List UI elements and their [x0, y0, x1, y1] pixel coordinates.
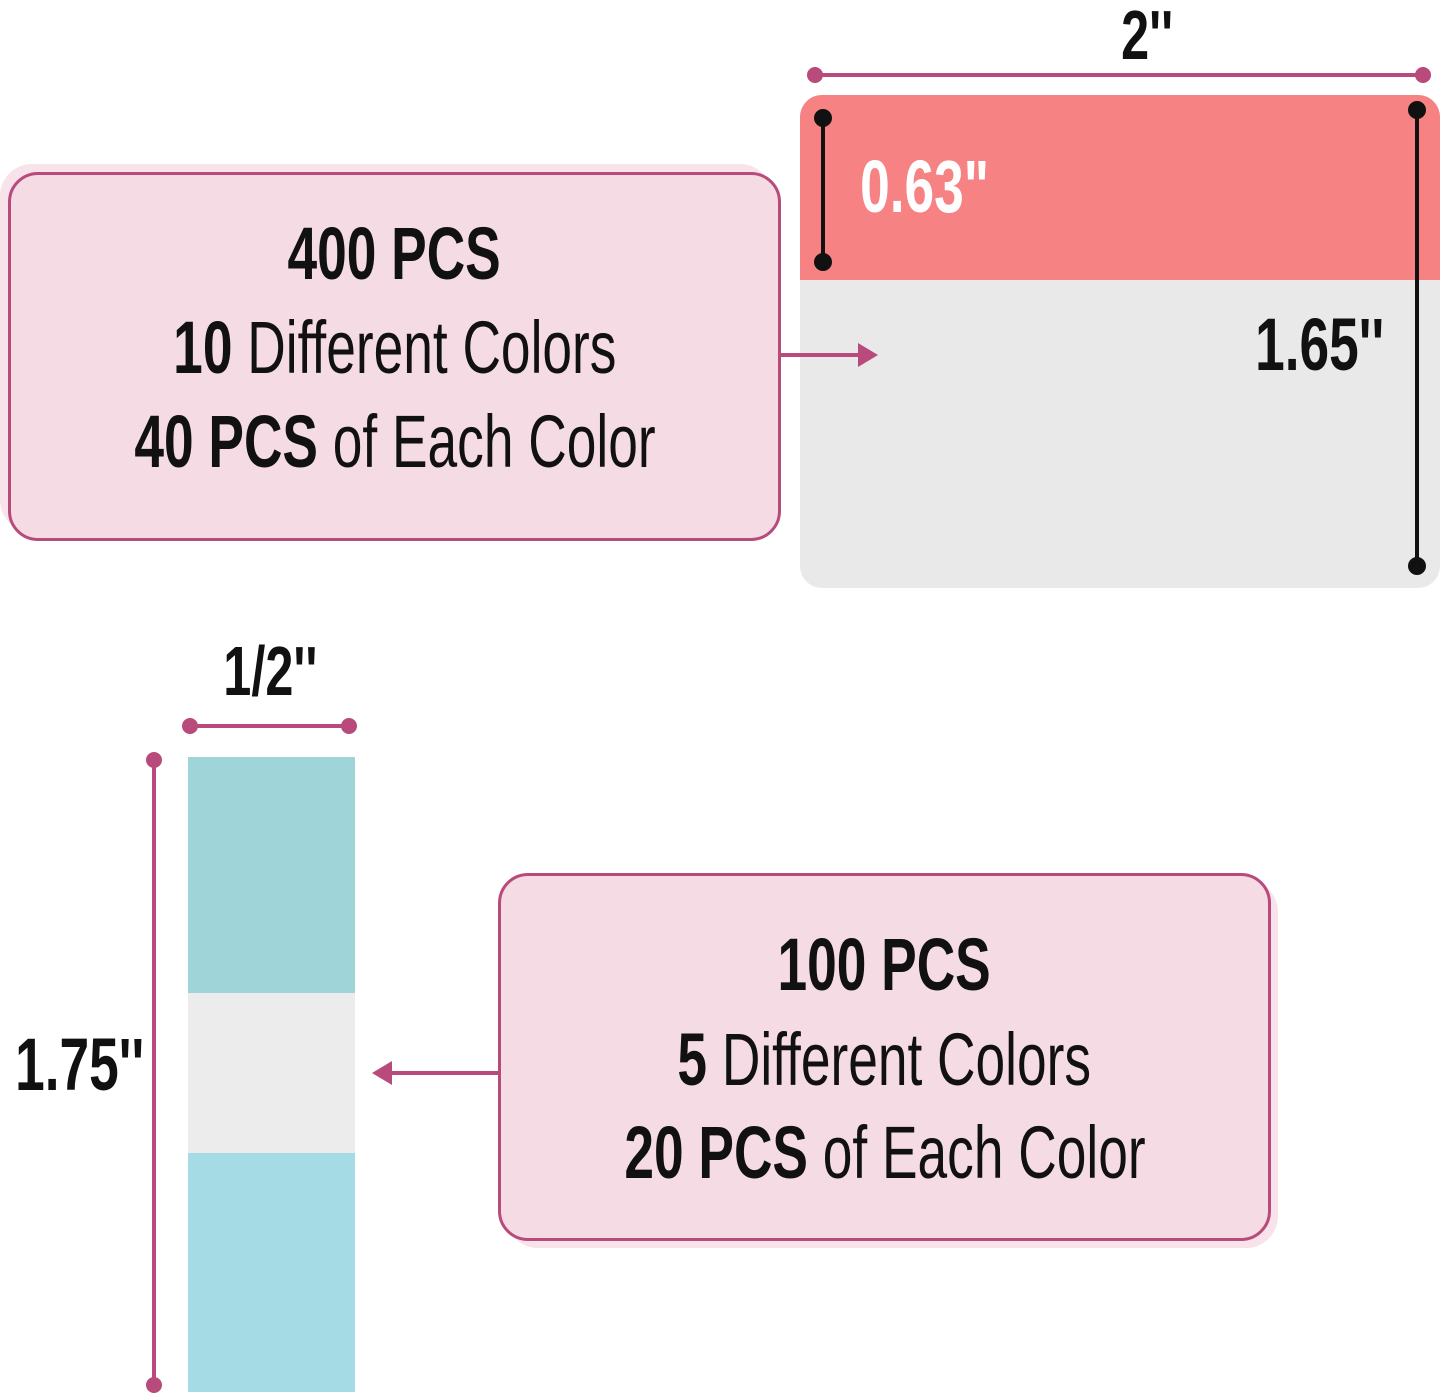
- small-tab-middle-band: [188, 993, 355, 1153]
- arrow-left-head: [372, 1061, 392, 1085]
- large-width-label: 2'': [1120, 0, 1173, 74]
- large-tab-card: [800, 95, 1440, 588]
- callout-small-tab: 100 PCS 5 Different Colors 20 PCS of Eac…: [498, 873, 1271, 1241]
- callout-total: 400 PCS: [287, 212, 502, 295]
- small-tab-top-band: [188, 757, 355, 993]
- callout-total: 100 PCS: [777, 923, 992, 1006]
- large-tab-color-band: [800, 95, 1440, 280]
- callout-large-tab: 400 PCS 10 Different Colors 40 PCS of Ea…: [8, 172, 781, 541]
- callout-per-color: 20 PCS of Each Color: [623, 1111, 1146, 1194]
- small-width-label: 1/2'': [222, 632, 318, 710]
- small-tab-strip: [188, 757, 355, 1392]
- arrow-right-head: [858, 343, 878, 367]
- callout-per-color: 40 PCS of Each Color: [133, 400, 656, 483]
- small-height-label: 1.75'': [15, 1023, 145, 1106]
- small-tab-bottom-band: [188, 1153, 355, 1392]
- callout-colors: 10 Different Colors: [172, 306, 617, 389]
- tab-height-label: 0.63": [860, 145, 990, 228]
- large-height-label: 1.65'': [1255, 303, 1385, 386]
- callout-colors: 5 Different Colors: [677, 1018, 1092, 1101]
